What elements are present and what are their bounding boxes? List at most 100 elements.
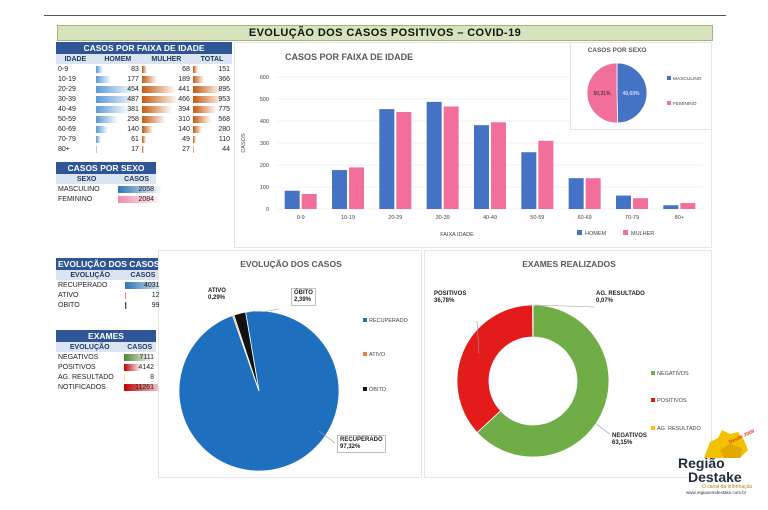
- y-tick-label: 500: [260, 97, 269, 103]
- evolucao-table: EVOLUÇÃO DOS CASOS EVOLUÇÃO CASOS RECUPE…: [56, 258, 170, 310]
- y-tick-label: 100: [260, 185, 269, 191]
- callout-recuperado-value: 97,32%: [340, 444, 361, 450]
- y-tick-label: 600: [260, 75, 269, 81]
- callout-ativo-value: 0,29%: [208, 295, 226, 301]
- faixa-homem-cell-databar: [95, 136, 101, 143]
- faixa-mulher-cell: 189: [141, 74, 192, 84]
- sexo-table-row: FEMININO 2084: [56, 194, 163, 204]
- exames-label-cell: POSITIVOS: [58, 363, 96, 371]
- exames-table-caption: EXAMES: [56, 330, 156, 342]
- legend-feminino-label: FEMININO: [673, 101, 697, 107]
- callout-positivos-value: 36,78%: [434, 298, 455, 304]
- faixa-idade-cell: 70-79: [58, 135, 76, 143]
- faixa-homem-cell: 177: [95, 74, 141, 84]
- legend-ag-resultado-label: AG. RESULTADO: [657, 426, 702, 432]
- bar-homem: [663, 205, 679, 209]
- exames-label-cell: AG. RESULTADO: [58, 373, 114, 381]
- sexo-value-cell-value: 2084: [138, 195, 154, 203]
- pie-slice-masculino: [616, 62, 648, 124]
- leader-line: [244, 310, 256, 314]
- sexo-value-cell: 2084: [117, 194, 163, 204]
- exames-donut-chart: NEGATIVOS POSITIVOS AG. RESULTADO: [456, 304, 702, 458]
- exames-label-cell: NEGATIVOS: [58, 353, 99, 361]
- logo-url: www.regiaoemdestake.com.br: [686, 490, 747, 495]
- legend-mulher-label: MULHER: [631, 231, 654, 237]
- faixa-homem-cell: 61: [95, 134, 141, 144]
- faixa-mulher-cell-value: 310: [178, 115, 190, 123]
- faixa-total-cell-databar: [192, 106, 218, 113]
- faixa-homem-cell-value: 381: [127, 105, 139, 113]
- faixa-mulher-cell: 49: [141, 134, 192, 144]
- faixa-mulher-cell-value: 441: [178, 85, 190, 93]
- callout-obito: ÓBITO 2,39%: [291, 288, 316, 306]
- callout-obito-value: 2,39%: [294, 297, 312, 303]
- evolucao-value-cell-value: 12: [151, 291, 160, 299]
- y-tick-label: 0: [266, 207, 269, 213]
- callout-negativos: NEGATIVOS 63,15%: [610, 432, 649, 448]
- leader-line: [594, 422, 612, 436]
- legend-obito-swatch: [363, 387, 367, 391]
- evolucao-table-row: ATIVO 12: [56, 290, 162, 300]
- callout-ag-resultado-label: AG. RESULTADO: [596, 291, 645, 297]
- x-tick-label: 0-9: [297, 215, 305, 221]
- faixa-homem-cell-databar: [95, 126, 108, 133]
- bar-homem: [474, 125, 489, 209]
- faixa-total-cell: 895: [192, 84, 232, 94]
- faixa-idade-cell: 80+: [58, 145, 70, 153]
- faixa-homem-cell: 140: [95, 124, 141, 134]
- faixa-total-cell-value: 895: [218, 85, 230, 93]
- legend-ativo-swatch: [363, 352, 367, 356]
- legend-positivos-swatch: [651, 398, 655, 402]
- exames-chart-panel: EXAMES REALIZADOS NEGATIVOS POSITIVOS AG. …: [424, 250, 712, 478]
- faixa-total-cell-value: 151: [218, 65, 230, 73]
- faixa-mulher-cell: 27: [141, 144, 192, 154]
- faixa-homem-cell-databar: [95, 86, 135, 93]
- col-sexo: SEXO: [56, 174, 118, 184]
- bar-mulher: [633, 198, 648, 209]
- exames-value-cell-value: 7111: [139, 353, 154, 361]
- col-casos: CASOS: [124, 270, 162, 280]
- evolucao-table-caption: EVOLUÇÃO DOS CASOS: [56, 258, 162, 270]
- faixa-mulher-cell-databar: [141, 66, 148, 73]
- pie-slice-negativos: [476, 304, 610, 458]
- evolucao-value-cell-databar: [125, 302, 127, 309]
- col-evolucao: EVOLUÇÃO: [56, 342, 124, 352]
- col-evolucao: EVOLUÇÃO: [56, 270, 125, 280]
- evolucao-label-cell: ÓBITO: [58, 301, 80, 309]
- faixa-homem-cell-value: 487: [127, 95, 139, 103]
- callout-recuperado: RECUPERADO 97,32%: [337, 435, 386, 453]
- callout-ag-resultado-value: 0,07%: [596, 298, 614, 304]
- faixa-homem-cell-value: 61: [131, 135, 139, 143]
- callout-obito-label: ÓBITO: [294, 290, 313, 296]
- evolucao-label-cell: RECUPERADO: [58, 281, 108, 289]
- legend-recuperado-label: RECUPERADO: [369, 318, 409, 324]
- logo-line2: Destake: [688, 469, 742, 485]
- evolucao-value-cell-databar: [125, 282, 170, 289]
- bar-homem: [379, 109, 395, 209]
- faixa-homem-cell: 17: [95, 144, 141, 154]
- faixa-row: 60-69 140 140 280: [56, 124, 232, 134]
- faixa-homem-cell-databar: [95, 96, 138, 103]
- faixa-total-cell: 366: [192, 74, 232, 84]
- exames-value-cell-databar: [124, 364, 141, 371]
- col-mulher: MULHER: [140, 54, 192, 64]
- faixa-total-cell: 151: [192, 64, 232, 74]
- bar-homem: [332, 170, 347, 209]
- faixa-row: 0-9 83 68 151: [56, 64, 232, 74]
- sexo-value-cell-databar: [118, 186, 162, 193]
- evolucao-label-cell: ATIVO: [58, 291, 79, 299]
- pie-slice-obito: [233, 311, 260, 392]
- faixa-table: CASOS POR FAIXA DE IDADE IDADE HOMEM MUL…: [56, 42, 232, 154]
- faixa-mulher-cell-value: 27: [182, 145, 190, 153]
- x-tick-label: 30-39: [436, 215, 450, 221]
- x-tick-label: 10-19: [341, 215, 355, 221]
- faixa-homem-cell-databar: [95, 106, 129, 113]
- x-tick-label: 20-29: [388, 215, 402, 221]
- sexo-value-cell-databar: [118, 196, 163, 203]
- evolucao-value-cell-value: 4031: [143, 281, 160, 289]
- bar-mulher: [585, 178, 601, 209]
- legend-ativo-label: ATIVO: [369, 352, 386, 358]
- logo-tagline: O canal da informação: [702, 484, 753, 490]
- callout-ag-resultado: AG. RESULTADO 0,07%: [594, 290, 647, 306]
- faixa-homem-cell-value: 140: [127, 125, 139, 133]
